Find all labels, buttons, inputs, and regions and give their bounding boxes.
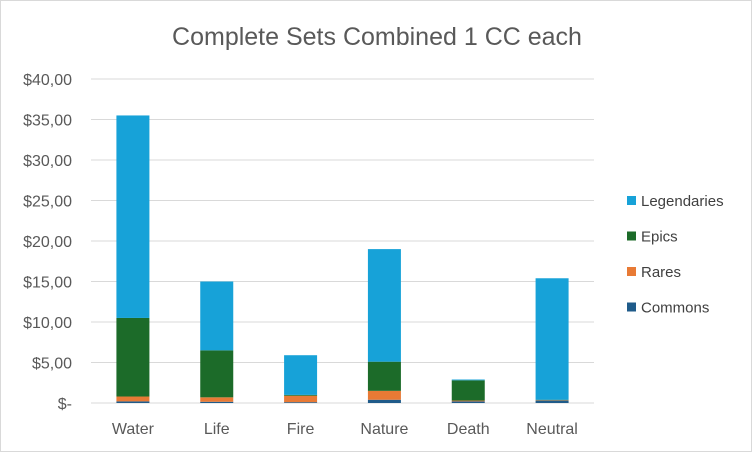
y-axis-ticks: $- $5,00 $10,00 $15,00 $20,00 $25,00 $30,00 $35…: [23, 72, 72, 413]
y-tick-label: $30,00: [23, 153, 72, 170]
x-tick-label: Water: [112, 421, 155, 438]
bar-segment-legendaries-nature: [367, 249, 401, 362]
x-axis-ticks: Water Life Fire Nature Death Neutral: [112, 421, 578, 438]
x-tick-label: Death: [447, 421, 490, 438]
bar-segment-commons-death: [451, 401, 485, 403]
bar-segment-epics-life: [200, 350, 234, 398]
bar-segment-commons-fire: [284, 402, 318, 403]
legend-swatch-rares: [627, 267, 636, 276]
bar-segment-commons-neutral: [535, 400, 569, 403]
x-tick-label: Life: [204, 421, 230, 438]
y-tick-label: $-: [58, 396, 72, 413]
bar-segment-legendaries-death: [451, 379, 485, 381]
bar-segment-legendaries-life: [200, 281, 234, 351]
bar-segment-commons-nature: [367, 399, 401, 403]
bar-segment-rares-nature: [367, 390, 401, 400]
bar-segment-epics-death: [451, 380, 485, 401]
bar-segment-epics-fire: [284, 394, 318, 396]
chart-title: Complete Sets Combined 1 CC each: [172, 23, 582, 51]
legend-label-epics: Epics: [641, 229, 678, 246]
y-tick-label: $40,00: [23, 72, 72, 89]
bar-segment-epics-nature: [367, 361, 401, 391]
bar-segment-legendaries-fire: [284, 355, 318, 395]
bar-segment-legendaries-water: [116, 115, 150, 318]
y-tick-label: $35,00: [23, 113, 72, 130]
bar-segment-legendaries-neutral: [535, 278, 569, 400]
bar-segment-rares-death: [451, 400, 485, 402]
bar-segment-epics-water: [116, 317, 150, 397]
x-tick-label: Nature: [360, 421, 408, 438]
legend-label-commons: Commons: [641, 300, 709, 317]
bar-segment-commons-life: [200, 401, 234, 403]
bars: [116, 115, 569, 403]
y-tick-label: $15,00: [23, 275, 72, 292]
x-tick-label: Neutral: [526, 421, 578, 438]
gridlines: [91, 78, 594, 404]
legend: Legendaries Epics Rares Commons: [627, 193, 724, 317]
legend-swatch-legendaries: [627, 196, 636, 205]
bar-segment-rares-fire: [284, 395, 318, 403]
bar-segment-commons-water: [116, 401, 150, 403]
legend-label-rares: Rares: [641, 264, 681, 281]
bar-segment-rares-water: [116, 396, 150, 402]
y-tick-label: $20,00: [23, 234, 72, 251]
bar-segment-rares-life: [200, 397, 234, 402]
legend-swatch-epics: [627, 231, 636, 241]
legend-label-legendaries: Legendaries: [641, 193, 724, 210]
x-tick-label: Fire: [287, 421, 315, 438]
y-tick-label: $25,00: [23, 194, 72, 211]
legend-swatch-commons: [627, 302, 636, 312]
y-tick-label: $5,00: [32, 356, 72, 373]
y-tick-label: $10,00: [23, 315, 72, 332]
